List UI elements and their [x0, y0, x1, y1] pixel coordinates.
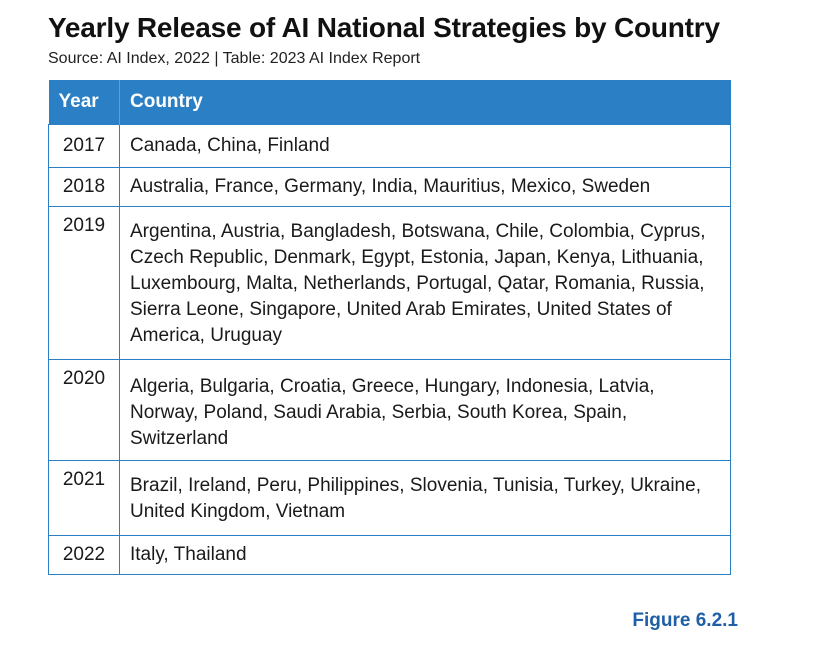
table-body: 2017 Canada, China, Finland 2018 Austral… [48, 124, 731, 575]
year-cell: 2021 [48, 460, 120, 536]
strategies-table: Year Country 2017 Canada, China, Finland… [48, 80, 731, 575]
year-cell: 2022 [48, 535, 120, 575]
page-title: Yearly Release of AI National Strategies… [48, 12, 720, 43]
countries-cell: Canada, China, Finland [119, 124, 731, 168]
header-row: Year Country [48, 80, 731, 125]
table-row: 2017 Canada, China, Finland [48, 124, 731, 168]
figure-label: Figure 6.2.1 [632, 610, 738, 631]
table-row: 2021 Brazil, Ireland, Peru, Philippines,… [48, 460, 731, 536]
table-row: 2018 Australia, France, Germany, India, … [48, 167, 731, 207]
table-row: 2022 Italy, Thailand [48, 535, 731, 575]
countries-cell: Argentina, Austria, Bangladesh, Botswana… [119, 206, 731, 360]
source-subtitle: Source: AI Index, 2022 | Table: 2023 AI … [48, 50, 421, 67]
countries-cell: Algeria, Bulgaria, Croatia, Greece, Hung… [119, 359, 731, 461]
column-header-year: Year [48, 80, 120, 125]
countries-cell: Australia, France, Germany, India, Mauri… [119, 167, 731, 207]
year-cell: 2017 [48, 124, 120, 168]
table-row: 2020 Algeria, Bulgaria, Croatia, Greece,… [48, 359, 731, 461]
year-cell: 2020 [48, 359, 120, 461]
countries-cell: Italy, Thailand [119, 535, 731, 575]
table-header: Year Country [48, 80, 731, 125]
year-cell: 2018 [48, 167, 120, 207]
column-header-country: Country [119, 80, 731, 125]
countries-cell: Brazil, Ireland, Peru, Philippines, Slov… [119, 460, 731, 536]
year-cell: 2019 [48, 206, 120, 360]
table-row: 2019 Argentina, Austria, Bangladesh, Bot… [48, 206, 731, 360]
